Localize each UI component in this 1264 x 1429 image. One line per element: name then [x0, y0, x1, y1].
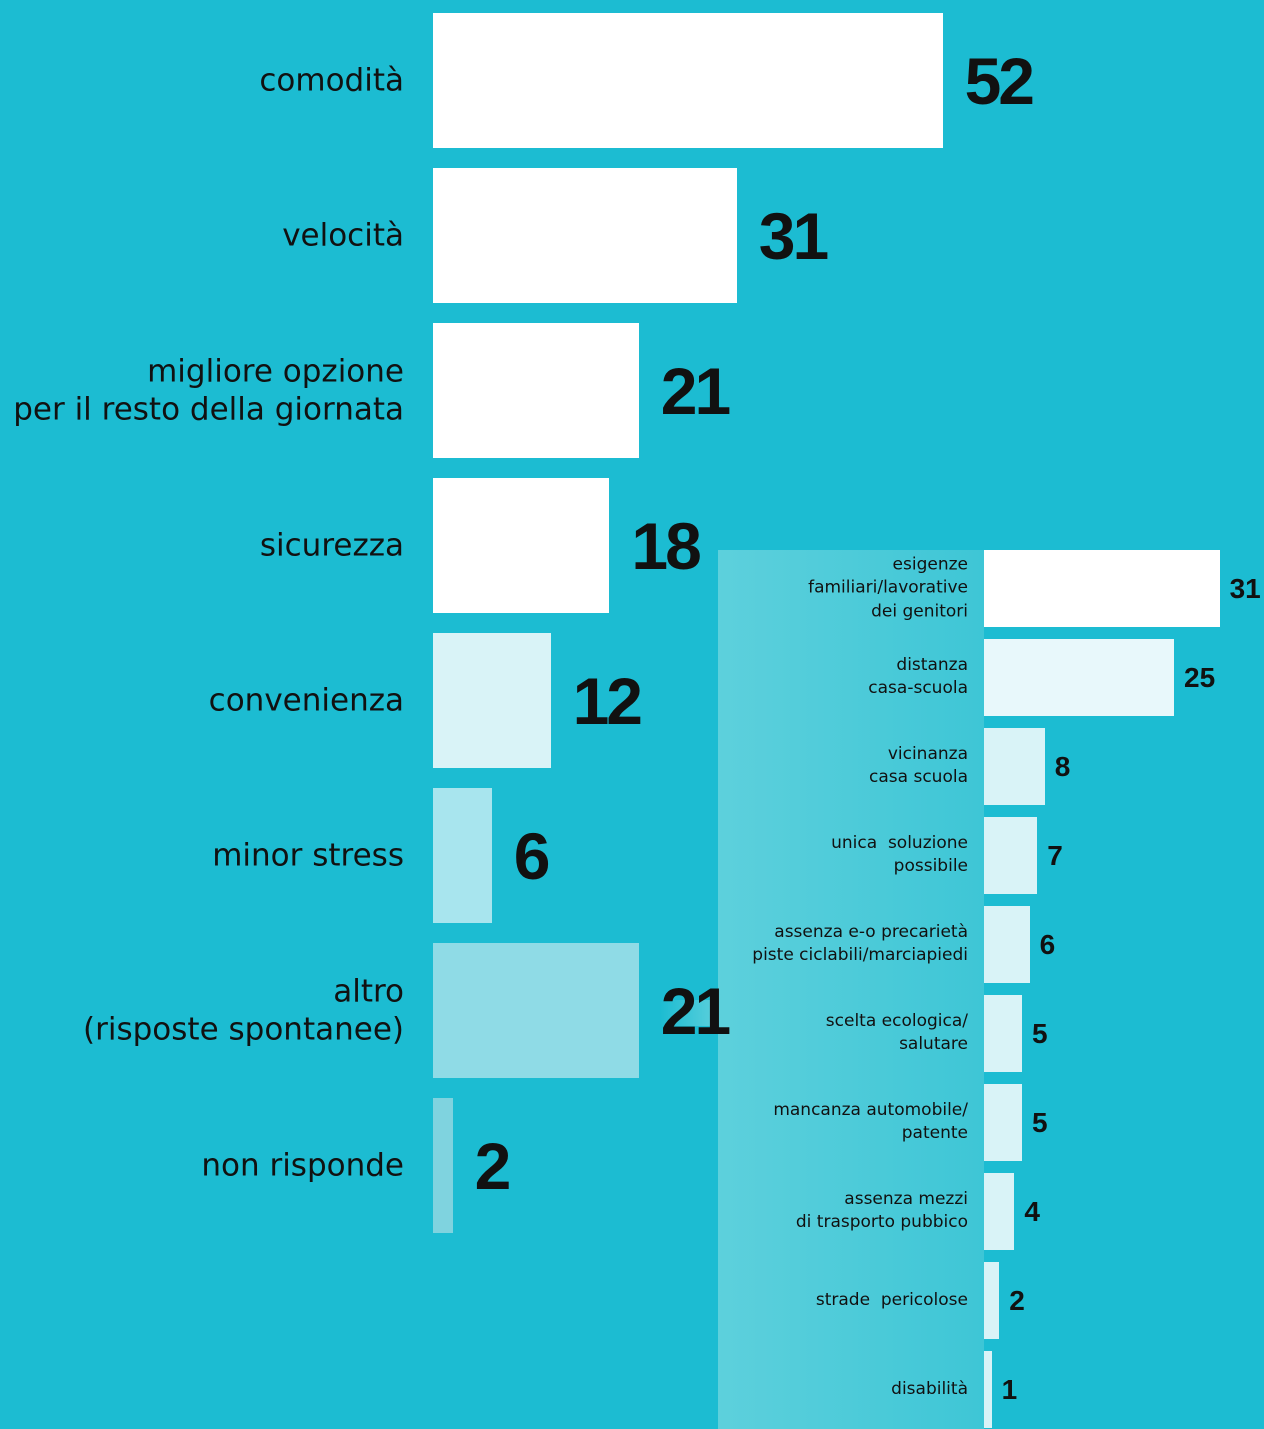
bar: [433, 788, 492, 923]
bar: [984, 1351, 992, 1428]
bar: [984, 1173, 1015, 1250]
category-label: minor stress: [212, 837, 404, 874]
bar: [984, 1262, 1000, 1339]
value-label: 21: [660, 973, 731, 1048]
bar: [984, 995, 1022, 1072]
category-label: strade pericolose: [815, 1289, 968, 1310]
value-label: 18: [631, 508, 701, 583]
value-label: 21: [660, 353, 731, 428]
bar: [984, 550, 1220, 627]
value-label: 4: [1024, 1195, 1040, 1227]
value-label: 31: [758, 198, 829, 273]
category-label: disabilità: [891, 1378, 968, 1399]
category-label: esigenze familiari/lavorative dei genito…: [808, 553, 968, 622]
bar: [984, 906, 1030, 983]
category-label: migliore opzione per il resto della gior…: [13, 352, 404, 428]
value-label: 1: [1001, 1373, 1018, 1405]
value-label: 6: [1039, 928, 1056, 960]
value-label: 52: [964, 43, 1035, 118]
category-label: altro (risposte spontanee): [83, 972, 404, 1048]
category-label: scelta ecologica/ salutare: [825, 1010, 968, 1055]
bar: [984, 728, 1045, 805]
bar: [433, 633, 551, 768]
value-label: 5: [1032, 1017, 1048, 1049]
value-label: 6: [513, 818, 551, 893]
value-label: 7: [1047, 839, 1063, 871]
category-label: assenza e-o precarietà piste ciclabili/m…: [752, 921, 968, 966]
category-label: convenienza: [208, 682, 404, 719]
bar: [433, 943, 639, 1078]
category-label: distanza casa-scuola: [868, 654, 968, 699]
bar: [433, 168, 737, 303]
category-label: unica soluzione possibile: [831, 832, 968, 877]
category-label: mancanza automobile/ patente: [773, 1099, 968, 1144]
bar: [984, 817, 1038, 894]
value-label: 2: [474, 1128, 512, 1203]
bar: [433, 478, 610, 613]
category-label: sicurezza: [259, 527, 404, 564]
bar: [433, 13, 943, 148]
category-label: velocità: [282, 217, 404, 254]
value-label: 8: [1054, 750, 1071, 782]
category-label: comodità: [259, 62, 404, 99]
bar: [433, 1098, 453, 1233]
value-label: 2: [1009, 1284, 1025, 1316]
connector: [660, 1000, 718, 1026]
bar: [984, 1084, 1022, 1161]
category-label: non risponde: [201, 1147, 404, 1184]
bar: [984, 639, 1174, 716]
category-label: assenza mezzi di trasporto pubbico: [795, 1188, 968, 1233]
sub-panel: [718, 550, 984, 1429]
bar: [433, 323, 639, 458]
value-label: 12: [572, 663, 643, 738]
category-label: vicinanza casa scuola: [869, 743, 968, 788]
value-label: 5: [1032, 1106, 1048, 1138]
value-label: 31: [1229, 572, 1261, 604]
value-label: 25: [1184, 661, 1216, 693]
